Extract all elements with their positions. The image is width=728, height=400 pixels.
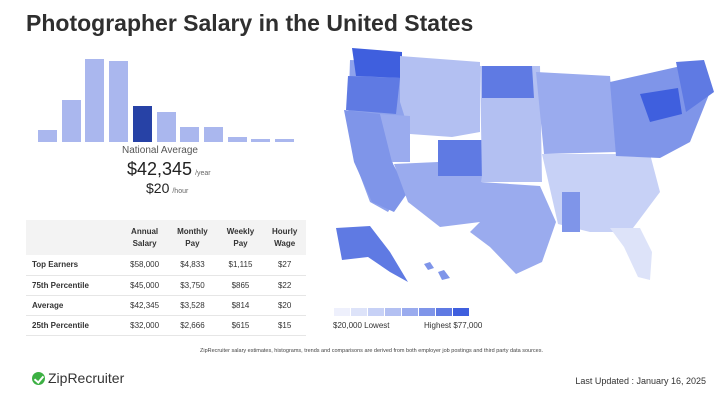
table-cell: $3,750 bbox=[167, 275, 218, 296]
table-cell: $15 bbox=[263, 315, 306, 336]
table-header: Annual Salary bbox=[122, 220, 168, 255]
table-cell: $615 bbox=[217, 315, 264, 336]
histogram-bar bbox=[156, 111, 176, 142]
table-cell: $27 bbox=[263, 255, 306, 276]
histogram-bar bbox=[85, 58, 105, 142]
table-cell: $3,528 bbox=[167, 295, 218, 316]
salary-table: Annual Salary Monthly Pay Weekly Pay Hourly… bbox=[26, 220, 306, 336]
table-header-blank bbox=[26, 220, 122, 255]
histogram-bar bbox=[109, 61, 129, 142]
legend-swatch bbox=[436, 308, 452, 316]
histogram-bar bbox=[61, 99, 81, 142]
map-region-california bbox=[344, 110, 408, 212]
table-cell: $865 bbox=[217, 275, 264, 296]
legend-swatch bbox=[402, 308, 418, 316]
table-row-label: Average bbox=[26, 295, 122, 316]
table-cell: $58,000 bbox=[122, 255, 168, 276]
map-region-southwest bbox=[394, 162, 482, 227]
page-title: Photographer Salary in the United States bbox=[26, 10, 474, 36]
last-updated: Last Updated : January 16, 2025 bbox=[575, 376, 706, 386]
table-cell: $4,833 bbox=[167, 255, 218, 276]
table-cell: $42,345 bbox=[122, 295, 168, 316]
table-cell: $22 bbox=[263, 275, 306, 296]
ziprecruiter-logo[interactable]: ZipRecruiter bbox=[32, 370, 124, 386]
histogram-bar bbox=[275, 139, 294, 142]
table-header: Hourly Wage bbox=[263, 220, 306, 255]
map-region-new-york bbox=[640, 88, 682, 122]
logo-text: ZipRecruiter bbox=[48, 370, 125, 386]
table-header: Weekly Pay bbox=[217, 220, 264, 255]
table-header: Monthly Pay bbox=[167, 220, 218, 255]
salary-histogram bbox=[38, 56, 294, 142]
map-region-midwest bbox=[536, 72, 616, 154]
table-row: 25th Percentile $32,000 $2,666 $615 $15 bbox=[26, 315, 306, 336]
map-region-florida bbox=[610, 228, 652, 280]
map-region-hawaii bbox=[424, 262, 450, 280]
table-cell: $20 bbox=[263, 295, 306, 316]
legend-swatch bbox=[453, 308, 469, 316]
table-cell: $45,000 bbox=[122, 275, 168, 296]
legend-swatch bbox=[385, 308, 401, 316]
map-region-mississippi bbox=[562, 192, 580, 232]
histogram-bar bbox=[203, 127, 223, 142]
legend-swatch bbox=[368, 308, 384, 316]
national-average-label: National Average bbox=[122, 145, 198, 156]
table-row-label: 25th Percentile bbox=[26, 315, 122, 336]
map-region-north-dakota bbox=[482, 66, 534, 98]
national-annual-salary: $42,345/year bbox=[127, 159, 211, 179]
legend-low-label: $20,000 Lowest bbox=[333, 321, 390, 330]
ziprecruiter-logo-icon bbox=[32, 371, 45, 385]
table-cell: $1,115 bbox=[217, 255, 264, 276]
national-hourly-wage: $20/hour bbox=[146, 180, 189, 196]
map-region-mountain bbox=[400, 56, 480, 137]
histogram-bar bbox=[227, 136, 247, 142]
histogram-bar bbox=[251, 138, 271, 142]
map-region-south bbox=[542, 154, 660, 232]
histogram-bar bbox=[180, 127, 200, 142]
histogram-bar bbox=[38, 129, 57, 142]
us-salary-map bbox=[336, 48, 714, 282]
table-header-row: Annual Salary Monthly Pay Weekly Pay Hourly… bbox=[26, 220, 306, 255]
legend-swatch bbox=[334, 308, 350, 316]
table-row: Average $42,345 $3,528 $814 $20 bbox=[26, 295, 306, 316]
map-region-oregon bbox=[346, 76, 400, 114]
table-cell: $32,000 bbox=[122, 315, 168, 336]
table-row-label: Top Earners bbox=[26, 255, 122, 276]
data-source-footnote: ZipRecruiter salary estimates, histogram… bbox=[200, 348, 543, 354]
table-cell: $814 bbox=[217, 295, 264, 316]
map-region-nevada bbox=[380, 114, 410, 162]
histogram-bar bbox=[132, 105, 152, 142]
legend-swatch bbox=[351, 308, 367, 316]
legend-high-label: Highest $77,000 bbox=[424, 321, 483, 330]
map-region-alaska bbox=[336, 226, 408, 282]
table-row: Top Earners $58,000 $4,833 $1,115 $27 bbox=[26, 255, 306, 276]
legend-swatch bbox=[419, 308, 435, 316]
table-cell: $2,666 bbox=[167, 315, 218, 336]
map-region-texas bbox=[470, 182, 556, 274]
map-region-new-england bbox=[676, 60, 714, 112]
table-row-label: 75th Percentile bbox=[26, 275, 122, 296]
map-region-colorado bbox=[438, 140, 482, 176]
table-row: 75th Percentile $45,000 $3,750 $865 $22 bbox=[26, 275, 306, 296]
map-region-washington bbox=[352, 48, 402, 78]
